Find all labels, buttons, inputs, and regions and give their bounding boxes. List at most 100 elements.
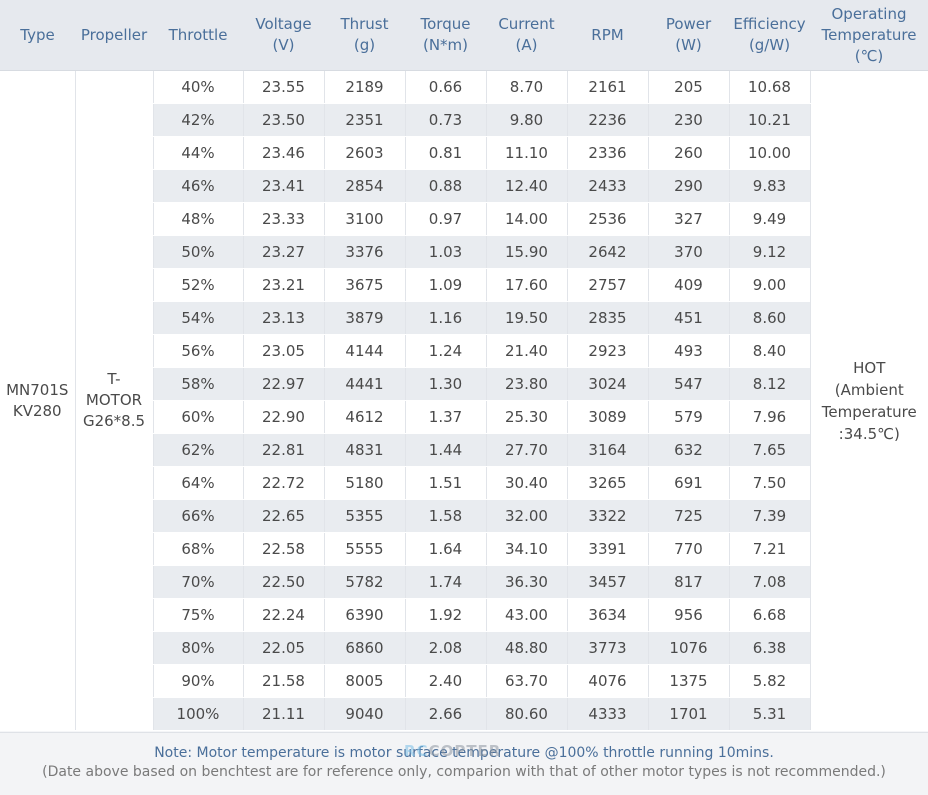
thrust-cell: 3376 — [323, 235, 405, 269]
throttle-cell: 56% — [152, 334, 243, 368]
voltage-cell: 23.21 — [242, 268, 324, 302]
torque-cell: 1.44 — [404, 433, 486, 467]
voltage-cell: 21.58 — [242, 664, 324, 698]
thrust-cell: 5555 — [323, 532, 405, 566]
throttle-cell: 100% — [152, 697, 243, 731]
thrust-cell: 5180 — [323, 466, 405, 500]
thrust-cell: 5782 — [323, 565, 405, 599]
rpm-cell: 2433 — [566, 169, 648, 203]
table-row: MN701S KV280 T- MOTOR G26*8.5 40% 23.55 2189 0.6… — [0, 70, 928, 731]
efficiency-cell: 5.31 — [728, 697, 810, 731]
power-cell: 1375 — [647, 664, 729, 698]
efficiency-cell: 10.68 — [728, 70, 810, 104]
voltage-cell: 22.97 — [242, 367, 324, 401]
rpm-cell: 2336 — [566, 136, 648, 170]
table-row: 80% 22.05 6860 2.08 48.80 3773 1076 6.38 — [0, 631, 928, 665]
thrust-cell: 2603 — [323, 136, 405, 170]
power-cell: 725 — [647, 499, 729, 533]
rpm-cell: 3391 — [566, 532, 648, 566]
voltage-cell: 23.41 — [242, 169, 324, 203]
voltage-cell: 22.72 — [242, 466, 324, 500]
voltage-cell: 22.50 — [242, 565, 324, 599]
throttle-cell: 48% — [152, 202, 243, 236]
throttle-cell: 80% — [152, 631, 243, 665]
table-row: 48% 23.33 3100 0.97 14.00 2536 327 9.49 — [0, 202, 928, 236]
efficiency-cell: 8.40 — [728, 334, 810, 368]
type-cell: MN701S KV280 — [0, 70, 75, 731]
efficiency-cell: 8.12 — [728, 367, 810, 401]
operating-temperature-cell: HOT (Ambient Temperature:34.5℃) — [809, 70, 928, 731]
rpm-cell: 4076 — [566, 664, 648, 698]
rpm-cell: 2923 — [566, 334, 648, 368]
rpm-cell: 3024 — [566, 367, 648, 401]
current-cell: 80.60 — [485, 697, 567, 731]
throttle-cell: 60% — [152, 400, 243, 434]
table-row: 50% 23.27 3376 1.03 15.90 2642 370 9.12 — [0, 235, 928, 269]
torque-cell: 1.16 — [404, 301, 486, 335]
current-cell: 23.80 — [485, 367, 567, 401]
footer-disclaimer: (Date above based on benchtest are for r… — [42, 764, 886, 780]
efficiency-cell: 9.49 — [728, 202, 810, 236]
header-row: Type Propeller Throttle Voltage (V) Thrus… — [0, 0, 928, 71]
rpm-cell: 3322 — [566, 499, 648, 533]
table-row: 46% 23.41 2854 0.88 12.40 2433 290 9.83 — [0, 169, 928, 203]
current-cell: 15.90 — [485, 235, 567, 269]
rpm-cell: 4333 — [566, 697, 648, 731]
rpm-cell: 2835 — [566, 301, 648, 335]
voltage-cell: 23.13 — [242, 301, 324, 335]
footer-note: Note: Motor temperature is motor surface… — [154, 745, 774, 761]
torque-cell: 2.08 — [404, 631, 486, 665]
efficiency-cell: 5.82 — [728, 664, 810, 698]
watermark-logo: RCCOPTER — [404, 742, 502, 760]
torque-cell: 0.97 — [404, 202, 486, 236]
header-type: Type — [0, 0, 75, 71]
current-cell: 36.30 — [485, 565, 567, 599]
power-cell: 260 — [647, 136, 729, 170]
thrust-cell: 6860 — [323, 631, 405, 665]
rpm-cell: 2642 — [566, 235, 648, 269]
power-cell: 290 — [647, 169, 729, 203]
rpm-cell: 2161 — [566, 70, 648, 104]
voltage-cell: 22.81 — [242, 433, 324, 467]
voltage-cell: 21.11 — [242, 697, 324, 731]
propeller-cell: T- MOTOR G26*8.5 — [74, 70, 153, 731]
table-row: 56% 23.05 4144 1.24 21.40 2923 493 8.40 — [0, 334, 928, 368]
efficiency-cell: 7.08 — [728, 565, 810, 599]
rpm-cell: 3089 — [566, 400, 648, 434]
power-cell: 579 — [647, 400, 729, 434]
thrust-cell: 3100 — [323, 202, 405, 236]
efficiency-cell: 10.21 — [728, 103, 810, 137]
thrust-cell: 2351 — [323, 103, 405, 137]
throttle-cell: 62% — [152, 433, 243, 467]
torque-cell: 0.81 — [404, 136, 486, 170]
current-cell: 63.70 — [485, 664, 567, 698]
current-cell: 9.80 — [485, 103, 567, 137]
current-cell: 34.10 — [485, 532, 567, 566]
voltage-cell: 22.24 — [242, 598, 324, 632]
table-body: MN701S KV280 T- MOTOR G26*8.5 40% 23.55 2189 0.6… — [0, 70, 928, 731]
torque-cell: 1.37 — [404, 400, 486, 434]
header-propeller: Propeller — [75, 0, 153, 71]
throttle-cell: 70% — [152, 565, 243, 599]
rpm-cell: 3164 — [566, 433, 648, 467]
thrust-cell: 5355 — [323, 499, 405, 533]
voltage-cell: 23.33 — [242, 202, 324, 236]
power-cell: 451 — [647, 301, 729, 335]
current-cell: 21.40 — [485, 334, 567, 368]
current-cell: 8.70 — [485, 70, 567, 104]
voltage-cell: 23.50 — [242, 103, 324, 137]
table-row: 70% 22.50 5782 1.74 36.30 3457 817 7.08 — [0, 565, 928, 599]
throttle-cell: 54% — [152, 301, 243, 335]
thrust-cell: 4441 — [323, 367, 405, 401]
power-cell: 1701 — [647, 697, 729, 731]
header-current: Current (A) — [486, 0, 567, 71]
rpm-cell: 2236 — [566, 103, 648, 137]
power-cell: 1076 — [647, 631, 729, 665]
voltage-cell: 23.46 — [242, 136, 324, 170]
current-cell: 12.40 — [485, 169, 567, 203]
power-cell: 770 — [647, 532, 729, 566]
current-cell: 27.70 — [485, 433, 567, 467]
thrust-cell: 4612 — [323, 400, 405, 434]
power-cell: 409 — [647, 268, 729, 302]
current-cell: 48.80 — [485, 631, 567, 665]
